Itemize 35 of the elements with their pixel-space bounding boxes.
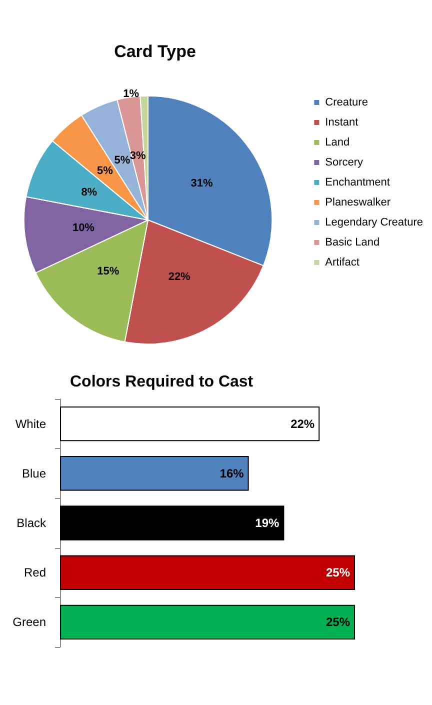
legend-label: Legendary Creature — [325, 216, 424, 228]
bar — [60, 555, 355, 590]
data-label: 1% — [123, 88, 140, 100]
y-tick-label: Blue — [22, 466, 46, 480]
legend-label: Planeswalker — [325, 196, 391, 208]
chart-title: Colors Required to Cast — [70, 374, 254, 390]
legend-label: Sorcery — [325, 156, 364, 168]
y-tick-label: Red — [24, 566, 46, 580]
bar — [60, 604, 355, 640]
data-label: 25% — [326, 566, 350, 580]
data-label: 16% — [220, 466, 244, 480]
legend-label: Instant — [325, 116, 358, 128]
data-label: 31% — [190, 177, 214, 190]
data-label: 19% — [255, 516, 280, 530]
y-tick-label: Green — [12, 615, 46, 630]
data-label: 22% — [290, 416, 315, 431]
bar — [60, 506, 284, 540]
legend-label: Artifact — [325, 256, 360, 268]
data-label: 8% — [81, 186, 98, 198]
chart-title: Card Type — [114, 42, 196, 61]
data-label: 5% — [97, 165, 114, 178]
y-tick-label: Black — [16, 516, 47, 530]
legend-label: Land — [325, 136, 350, 148]
bar — [60, 456, 249, 491]
bar — [60, 406, 320, 442]
data-label: 10% — [72, 222, 95, 234]
legend-label: Creature — [325, 96, 368, 108]
data-label: 5% — [114, 154, 130, 166]
legend-label: Basic Land — [325, 236, 380, 248]
data-label: 15% — [97, 265, 120, 278]
legend-label: Enchantment — [325, 176, 390, 188]
data-label: 25% — [326, 615, 350, 630]
y-tick-label: White — [15, 416, 46, 431]
data-label: 3% — [130, 150, 146, 162]
data-label: 22% — [168, 271, 191, 284]
